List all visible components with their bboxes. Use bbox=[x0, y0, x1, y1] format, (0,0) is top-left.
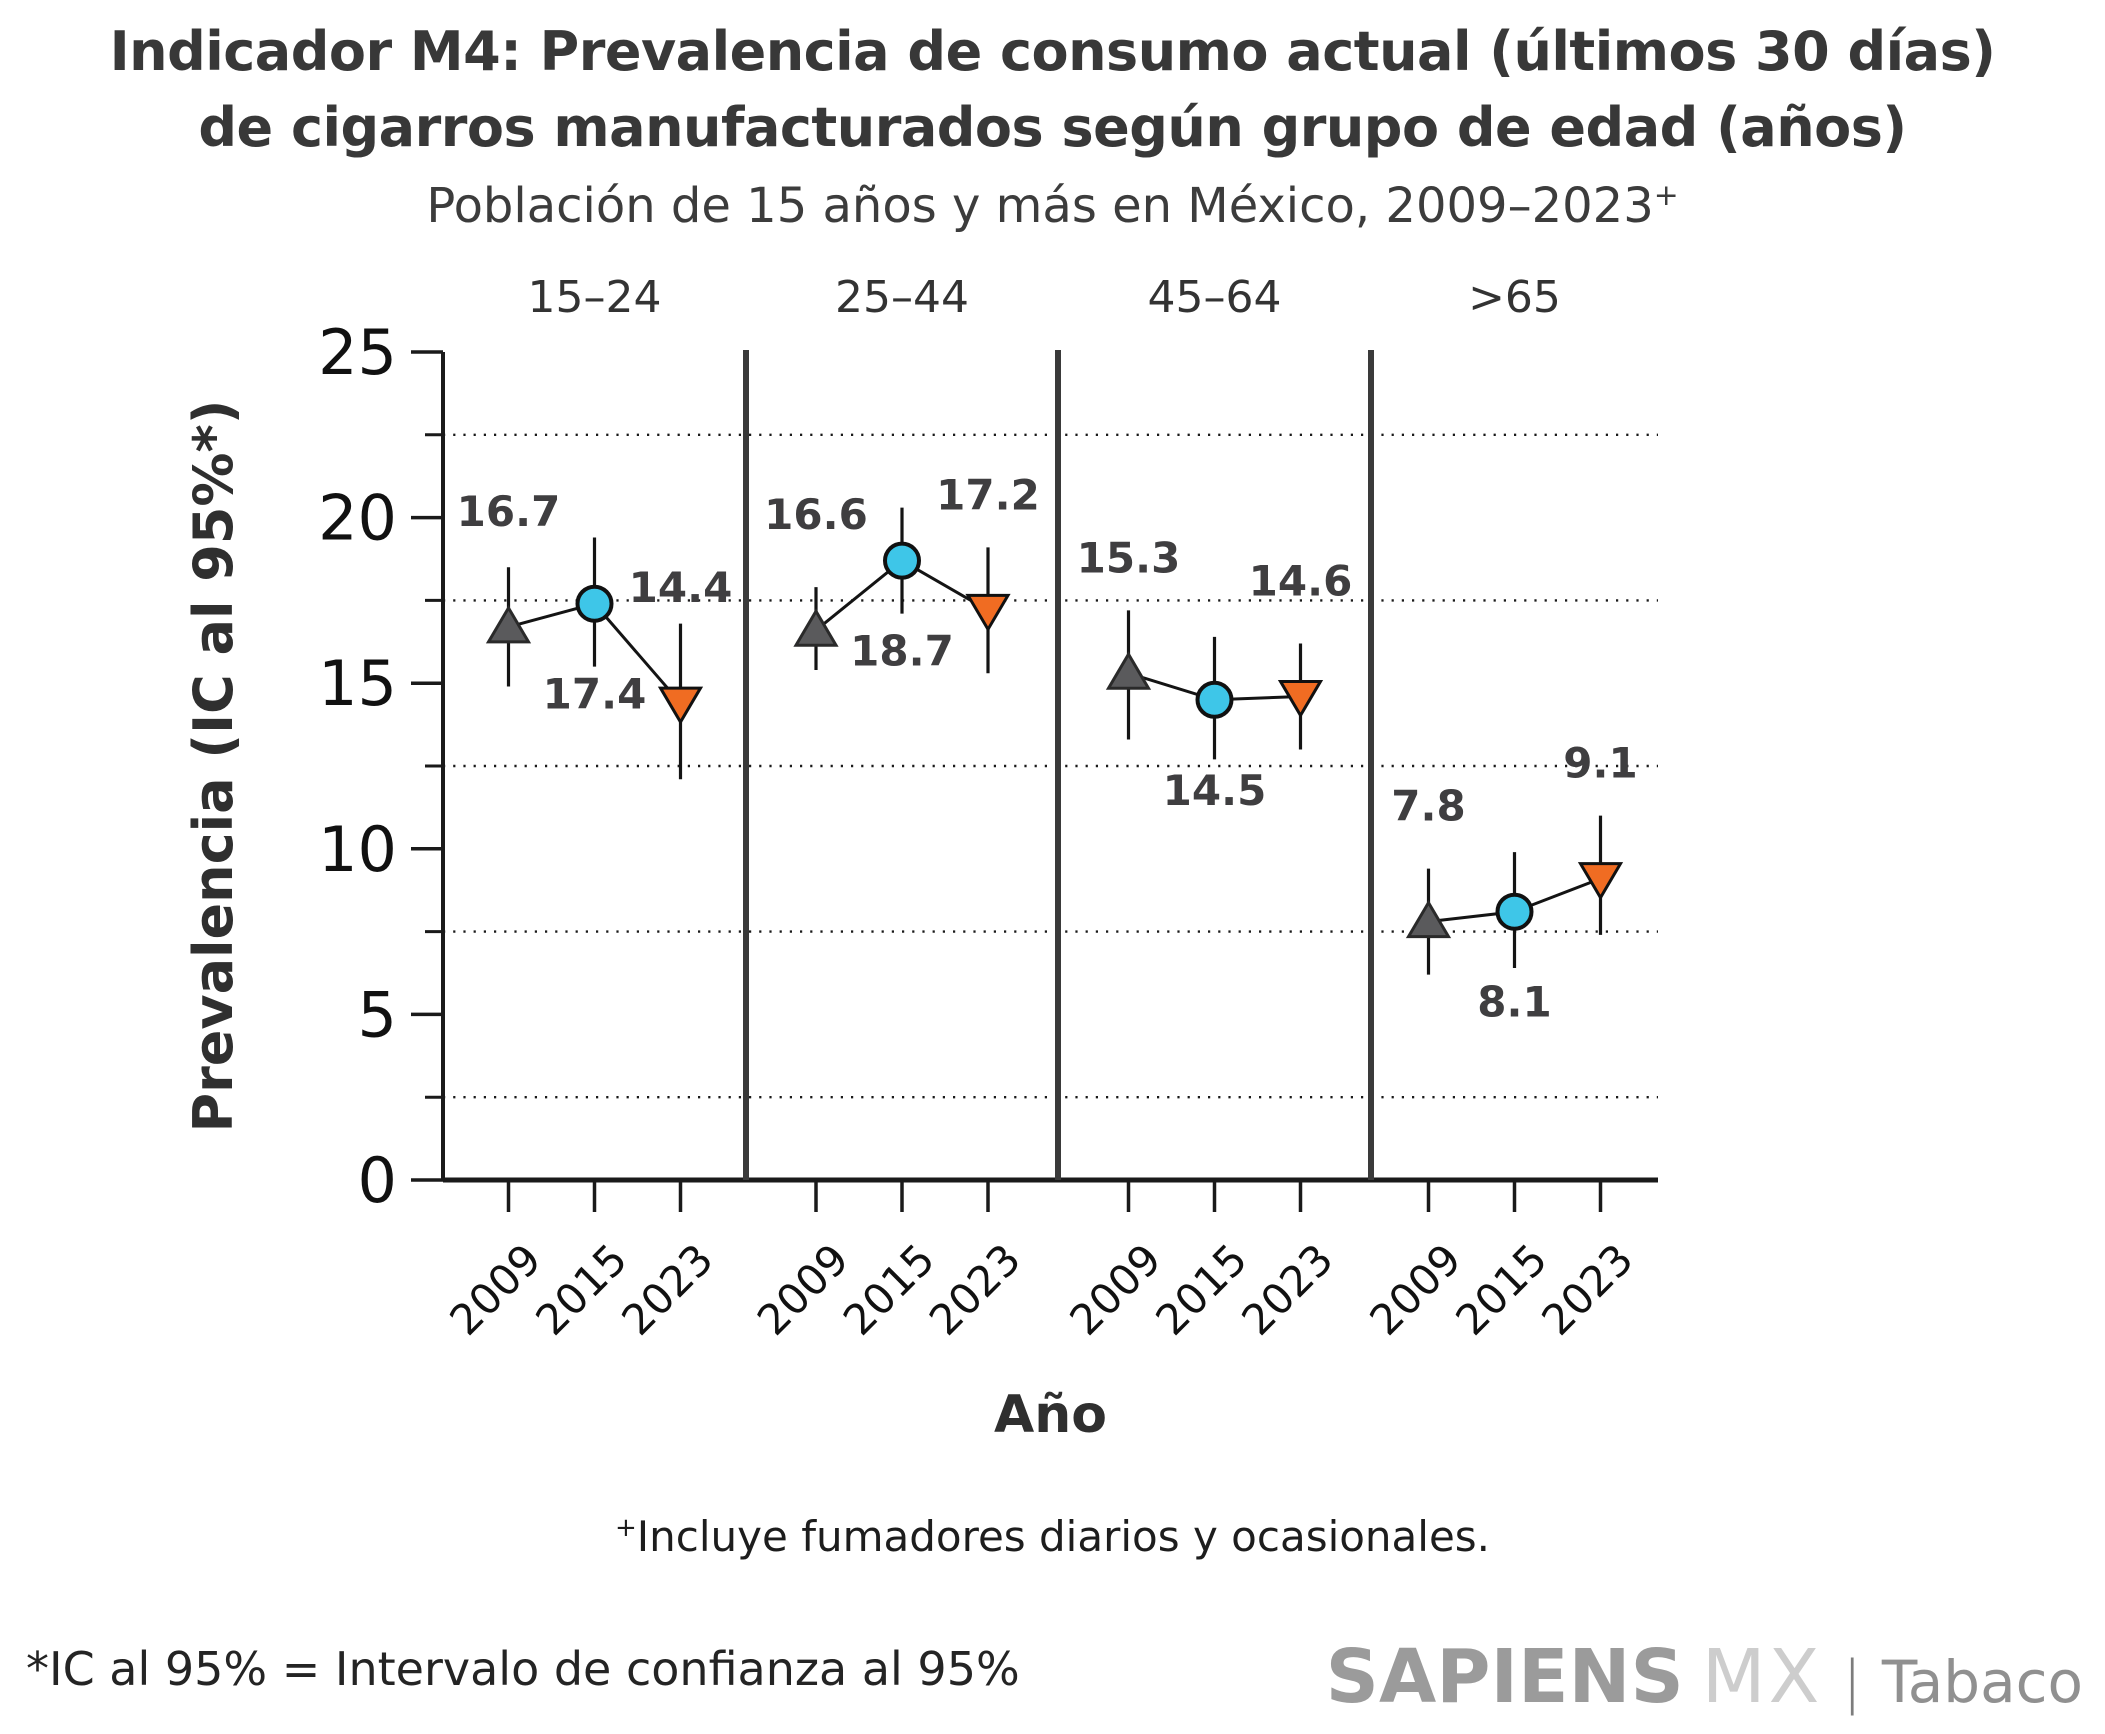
year-tick-label: 2015 bbox=[1446, 1234, 1556, 1344]
data-label: 16.7 bbox=[457, 487, 561, 536]
year-tick-label: 2015 bbox=[834, 1234, 944, 1344]
year-tick-label: 2009 bbox=[1060, 1234, 1170, 1344]
data-label: 18.7 bbox=[850, 627, 954, 676]
year-tick-label: 2015 bbox=[1146, 1234, 1256, 1344]
marker-triangle-down-2023 bbox=[965, 593, 1011, 633]
year-tick-label: 2009 bbox=[1360, 1234, 1470, 1344]
data-label: 15.3 bbox=[1077, 533, 1181, 582]
footnote-includes-text: Incluye fumadores diarios y ocasionales. bbox=[636, 1512, 1491, 1561]
year-tick-label: 2023 bbox=[1232, 1234, 1342, 1344]
logo-sapiens: SAPIENS bbox=[1325, 1634, 1684, 1720]
age-group-label: 45–64 bbox=[1148, 272, 1282, 323]
data-label: 14.4 bbox=[629, 563, 733, 612]
year-tick-label: 2009 bbox=[748, 1234, 858, 1344]
marker-triangle-down-2023 bbox=[1577, 862, 1624, 901]
marker-triangle-up-2009 bbox=[793, 608, 839, 647]
footnote-includes: +Incluye fumadores diarios y ocasionales… bbox=[0, 1512, 2105, 1561]
data-label: 16.6 bbox=[764, 490, 868, 539]
marker-triangle-down-2023 bbox=[657, 686, 704, 726]
chart-title-line2: de cigarros manufacturados según grupo d… bbox=[198, 96, 1907, 159]
age-group-label: >65 bbox=[1468, 272, 1561, 323]
marker-triangle-up-2009 bbox=[1105, 651, 1152, 690]
data-label: 9.1 bbox=[1563, 739, 1637, 788]
chart-subtitle-superscript: + bbox=[1653, 178, 1679, 213]
marker-circle-2015 bbox=[575, 584, 614, 623]
y-tick-label: 0 bbox=[358, 1144, 397, 1217]
footnote-plus-symbol: + bbox=[614, 1513, 637, 1543]
y-tick-label: 5 bbox=[358, 978, 397, 1051]
data-label: 17.4 bbox=[543, 670, 647, 719]
logo-mx: MX bbox=[1701, 1634, 1823, 1720]
data-label: 7.8 bbox=[1391, 782, 1465, 831]
y-tick-label: 15 bbox=[318, 647, 397, 720]
data-label: 14.6 bbox=[1249, 556, 1353, 605]
marker-triangle-up-2009 bbox=[1405, 899, 1452, 939]
chart-title-line1: Indicador M4: Prevalencia de consumo act… bbox=[109, 20, 1996, 83]
data-label: 14.5 bbox=[1163, 766, 1267, 815]
chart-title: Indicador M4: Prevalencia de consumo act… bbox=[0, 14, 2105, 166]
data-label: 8.1 bbox=[1477, 978, 1551, 1027]
marker-triangle-up-2009 bbox=[485, 604, 532, 644]
y-tick-label: 10 bbox=[318, 813, 397, 886]
chart-subtitle: Población de 15 años y más en México, 20… bbox=[0, 178, 2105, 234]
age-group-label: 15–24 bbox=[528, 272, 662, 323]
y-axis-title: Prevalencia (IC al 95%*) bbox=[182, 400, 245, 1133]
year-tick-label: 2009 bbox=[440, 1234, 550, 1344]
year-tick-label: 2023 bbox=[920, 1234, 1030, 1344]
year-tick-label: 2015 bbox=[526, 1234, 636, 1344]
age-group-label: 25–44 bbox=[835, 272, 969, 323]
x-axis-title: Año bbox=[994, 1385, 1107, 1445]
marker-circle-2015 bbox=[1495, 892, 1534, 931]
logo: SAPIENS MX | Tabaco bbox=[1326, 1634, 2083, 1720]
chart-subtitle-text: Población de 15 años y más en México, 20… bbox=[426, 178, 1654, 234]
marker-circle-2015 bbox=[883, 541, 921, 580]
y-tick-label: 25 bbox=[318, 316, 397, 389]
year-tick-label: 2023 bbox=[612, 1234, 722, 1344]
logo-tabaco: Tabaco bbox=[1881, 1648, 2083, 1716]
y-tick-label: 20 bbox=[318, 482, 397, 555]
logo-divider: | bbox=[1842, 1648, 1862, 1716]
year-tick-label: 2023 bbox=[1532, 1234, 1642, 1344]
footnote-ci: *IC al 95% = Intervalo de confianza al 9… bbox=[26, 1642, 1020, 1696]
marker-circle-2015 bbox=[1195, 680, 1234, 719]
marker-triangle-down-2023 bbox=[1277, 679, 1324, 719]
data-label: 17.2 bbox=[936, 470, 1040, 519]
